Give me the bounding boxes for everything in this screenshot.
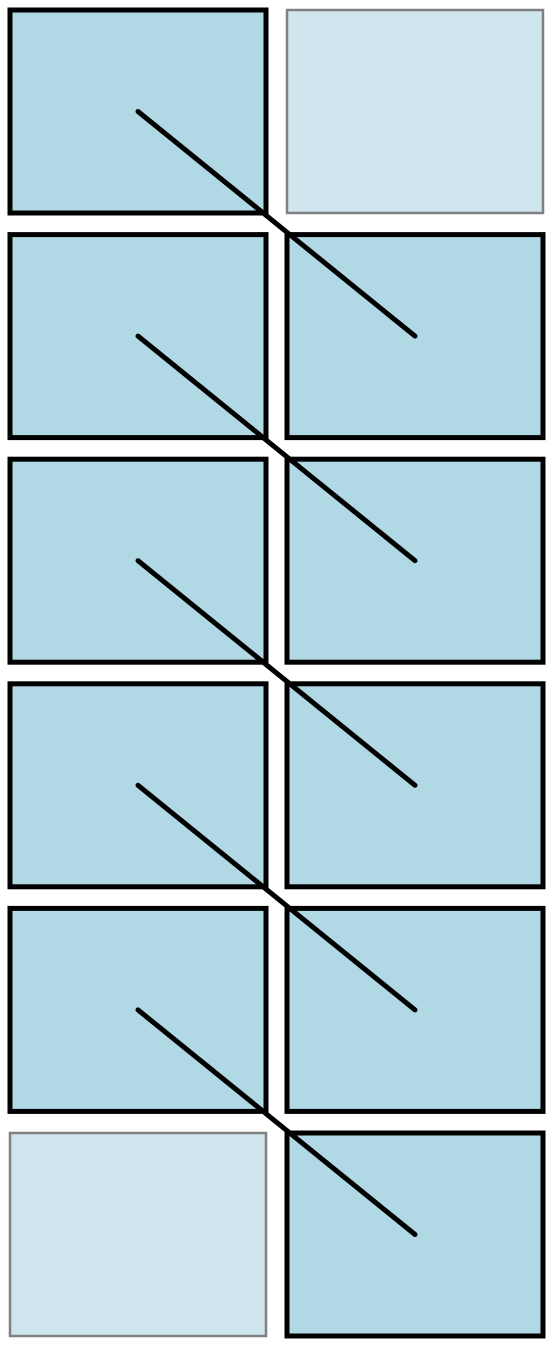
- connector-line-4: [135, 782, 418, 1013]
- cell-r6-c1-inactive: [8, 1131, 268, 1338]
- connector-line-2: [135, 333, 418, 564]
- connector-line-5: [135, 1007, 418, 1237]
- cell-r1-c2-inactive: [285, 8, 545, 215]
- cells-layer: [7, 7, 546, 1339]
- connectors-layer: [135, 109, 418, 1237]
- connector-line-1: [135, 109, 418, 339]
- connector-line-3: [135, 558, 418, 788]
